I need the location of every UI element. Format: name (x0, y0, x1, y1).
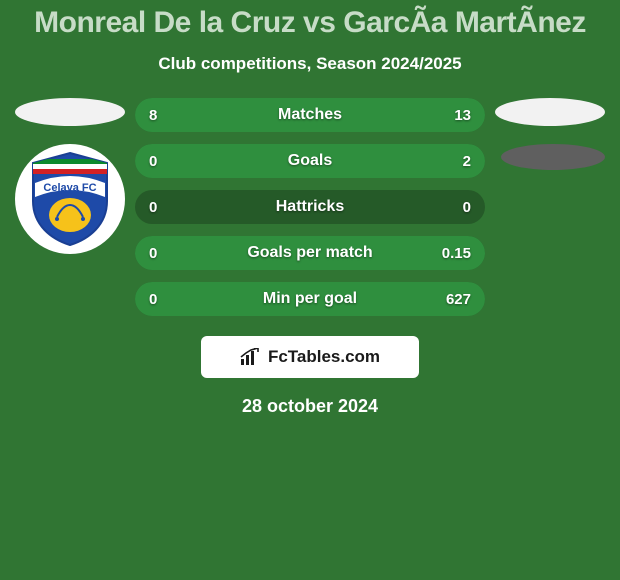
bar-right-value: 0 (449, 190, 485, 224)
infographic-root: Monreal De la Cruz vs GarcÃ­a MartÃ­nez … (0, 0, 620, 580)
bar-right-value: 2 (449, 144, 485, 178)
svg-text:Celaya FC: Celaya FC (43, 182, 96, 194)
bar-label: Goals (135, 144, 485, 178)
club-badge-left: Celaya FC (15, 144, 125, 254)
stat-bar-row: 0Goals per match0.15 (135, 236, 485, 270)
club-shield-icon: Celaya FC (27, 151, 113, 247)
bar-label: Matches (135, 98, 485, 132)
bar-right-value: 0.15 (428, 236, 485, 270)
stat-bar-row: 0Goals2 (135, 144, 485, 178)
stat-bar-row: 0Min per goal627 (135, 282, 485, 316)
player-silhouette-left (15, 98, 125, 126)
left-player-col: Celaya FC (9, 98, 129, 254)
right-player-col (491, 98, 611, 170)
bar-right-value: 13 (440, 98, 485, 132)
main-row: Celaya FC 8Matches130Goals20Hattricks00G… (0, 98, 620, 316)
subtitle: Club competitions, Season 2024/2025 (158, 54, 461, 74)
bar-label: Hattricks (135, 190, 485, 224)
attribution-text: FcTables.com (268, 347, 380, 367)
stat-bars: 8Matches130Goals20Hattricks00Goals per m… (135, 98, 485, 316)
stat-bar-row: 8Matches13 (135, 98, 485, 132)
attribution-badge: FcTables.com (201, 336, 419, 378)
page-title: Monreal De la Cruz vs GarcÃ­a MartÃ­nez (34, 6, 586, 40)
bar-right-value: 627 (432, 282, 485, 316)
player-silhouette-right-2 (501, 144, 605, 170)
date-line: 28 october 2024 (242, 396, 378, 417)
player-silhouette-right-1 (495, 98, 605, 126)
stat-bar-row: 0Hattricks0 (135, 190, 485, 224)
bar-chart-icon (240, 348, 262, 366)
